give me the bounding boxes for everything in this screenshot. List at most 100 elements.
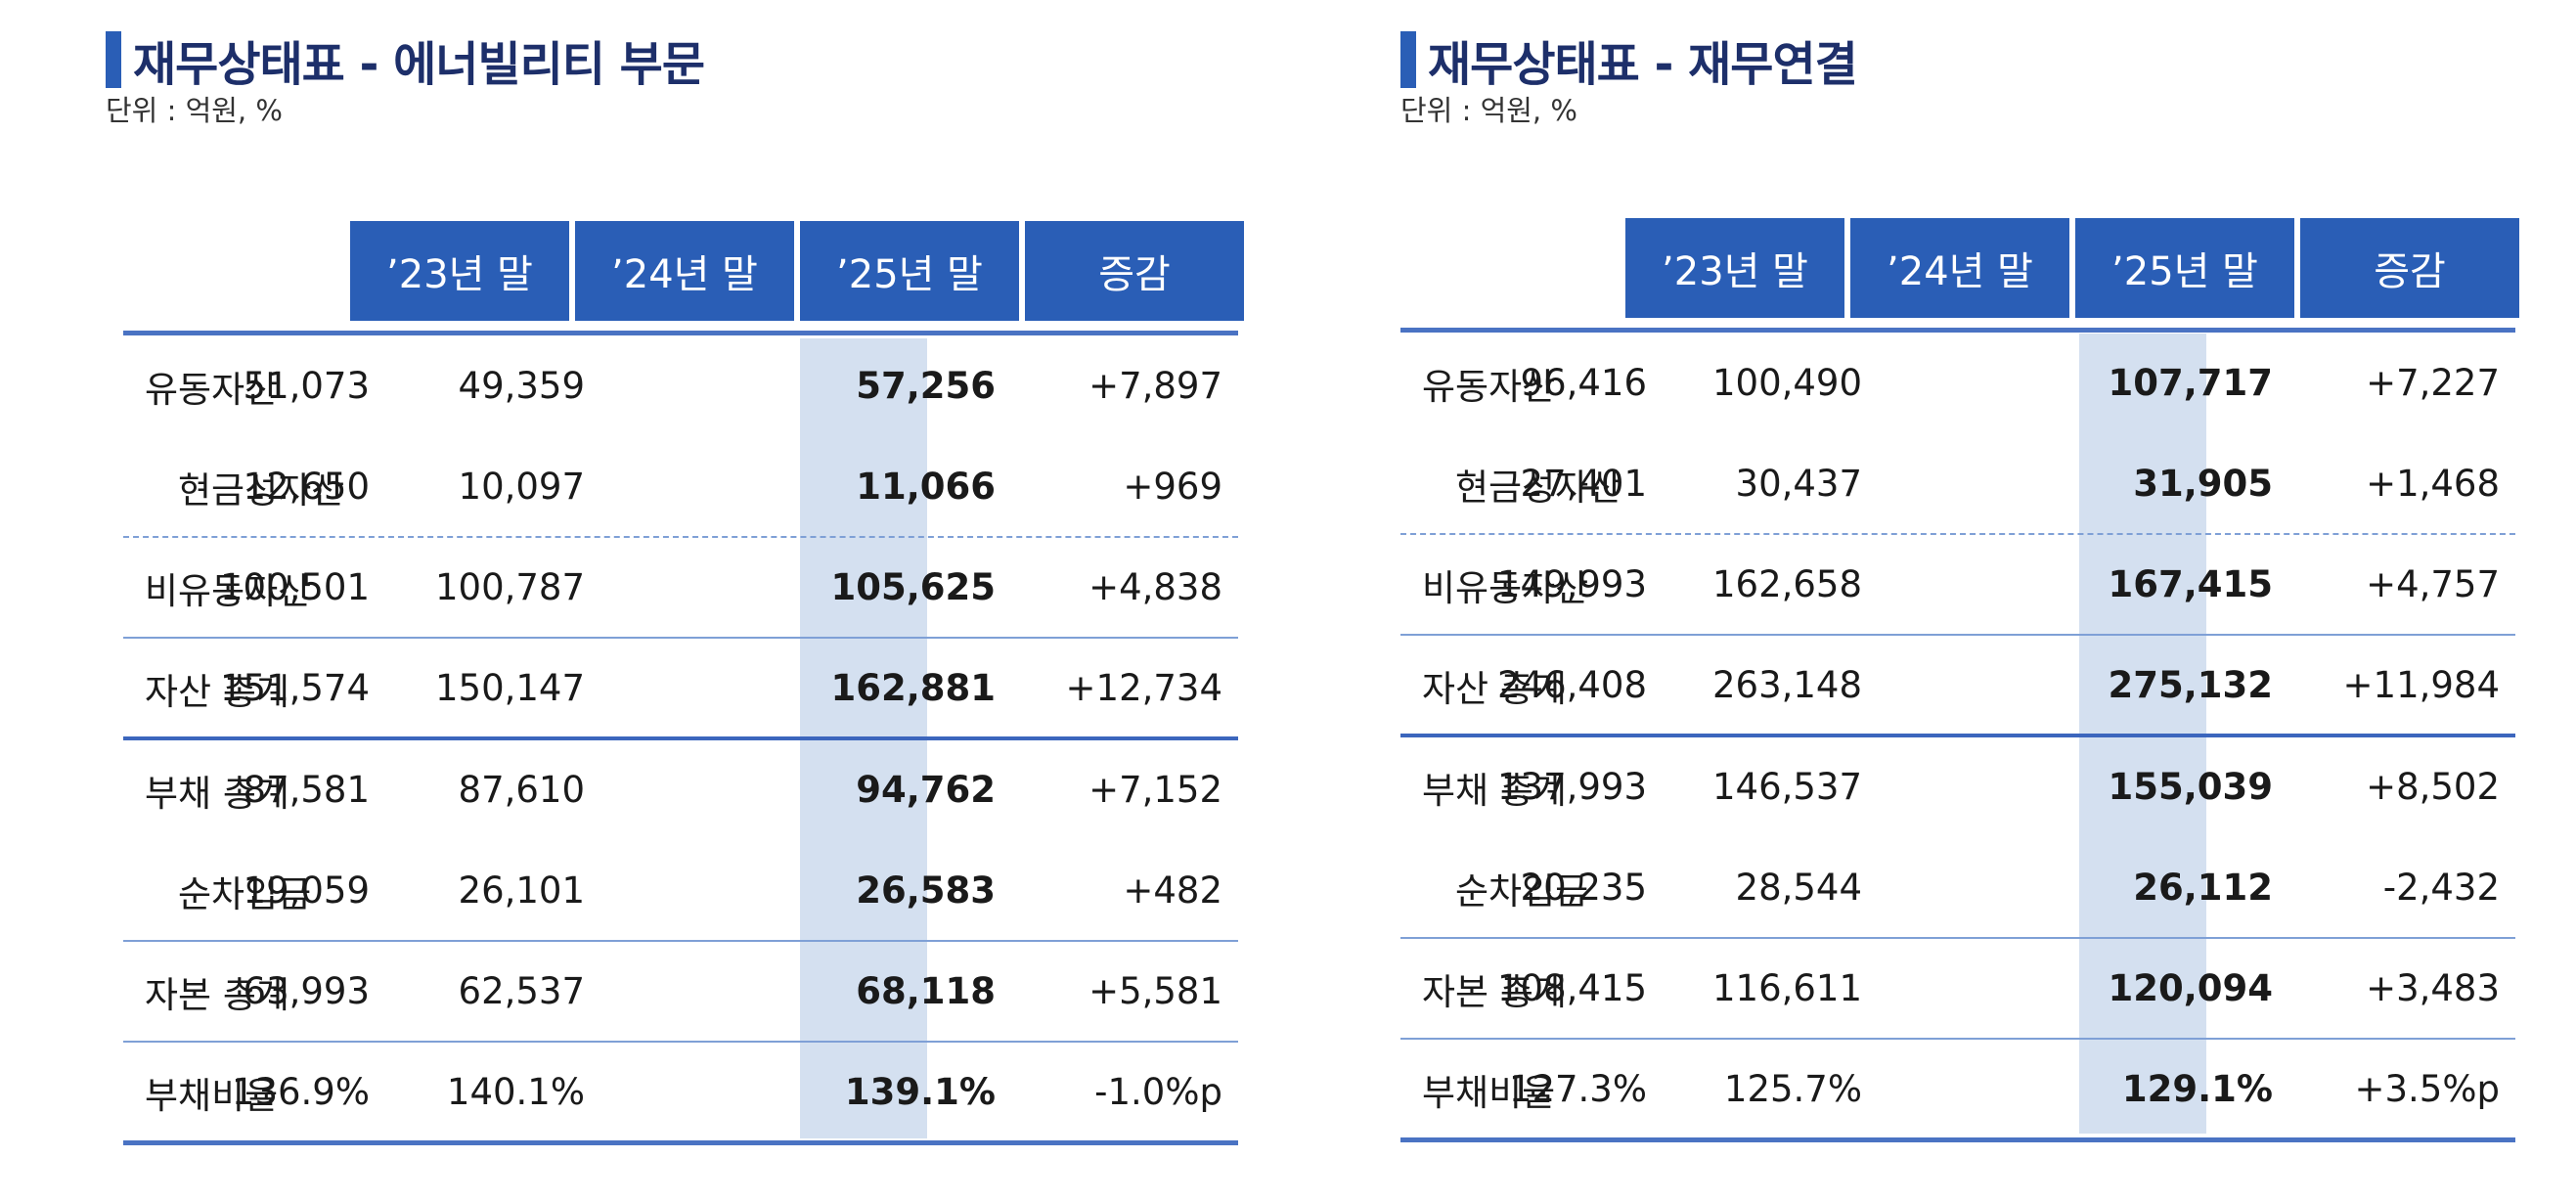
row-label: 부채비율: [145, 1074, 279, 1117]
row-divider: [123, 637, 1238, 639]
value-25: 129.1%: [2121, 1068, 2273, 1110]
value-25: 275,132: [2108, 664, 2273, 706]
col-header-25: ’25년 말: [2075, 218, 2294, 318]
value-25: 105,625: [830, 566, 996, 608]
value-24: 87,610: [458, 769, 585, 811]
table-row: 순차입금 20,235 28,544 26,112 -2,432: [1400, 837, 2515, 938]
row-divider-dashed: [123, 536, 1238, 538]
value-change: +7,152: [1088, 769, 1222, 811]
value-change: -1.0%p: [1094, 1071, 1222, 1113]
table-row: 비유동자산 100,501 100,787 105,625 +4,838: [123, 537, 1238, 638]
value-23: 20,235: [1520, 867, 1647, 909]
value-24: 62,537: [458, 970, 585, 1012]
value-24: 28,544: [1735, 867, 1862, 909]
value-23: 19,059: [243, 869, 370, 912]
value-25: 94,762: [856, 769, 996, 811]
value-24: 116,611: [1711, 967, 1862, 1009]
value-25: 155,039: [2108, 766, 2273, 808]
row-label: 비유동자산: [145, 569, 312, 612]
value-23: 87,581: [243, 769, 370, 811]
table-row: 자산 총계 151,574 150,147 162,881 +12,734: [123, 638, 1238, 738]
value-23: 108,415: [1496, 967, 1647, 1009]
value-23: 151,574: [219, 667, 370, 709]
table-row: 부채비율 136.9% 140.1% 139.1% -1.0%p: [123, 1042, 1238, 1142]
value-23: 137,993: [1496, 766, 1647, 808]
row-label: 자산 총계: [1422, 667, 1567, 710]
col-header-change: 증감: [1025, 221, 1244, 321]
table-row: 순차입금 19,059 26,101 26,583 +482: [123, 840, 1238, 941]
value-25: 57,256: [856, 365, 996, 407]
value-25: 26,583: [856, 869, 996, 912]
value-25: 68,118: [856, 970, 996, 1012]
row-label: 부채 총계: [1422, 769, 1567, 812]
value-change: -2,432: [2382, 867, 2500, 909]
value-change: +4,838: [1088, 566, 1222, 608]
row-label: 자산 총계: [145, 670, 289, 713]
row-label: 유동자산: [1422, 365, 1556, 408]
table-bottom-rule: [123, 1140, 1238, 1145]
row-label: 유동자산: [145, 368, 279, 411]
value-24: 100,787: [434, 566, 585, 608]
value-change: +482: [1123, 869, 1222, 912]
row-divider-dashed: [1400, 533, 2515, 535]
value-24: 10,097: [458, 466, 585, 508]
value-25: 107,717: [2108, 362, 2273, 404]
panel-title-row: 재무상태표 - 재무연결: [1400, 25, 1858, 94]
col-header-25: ’25년 말: [800, 221, 1019, 321]
unit-note: 단위 : 억원, %: [106, 94, 283, 127]
value-change: +5,581: [1088, 970, 1222, 1012]
table-row: 유동자산 51,073 49,359 57,256 +7,897: [123, 335, 1238, 436]
value-change: +3,483: [2366, 967, 2500, 1009]
value-23: 127.3%: [1508, 1068, 1647, 1110]
value-23: 12,650: [243, 466, 370, 508]
section-divider: [1400, 734, 2515, 737]
value-23: 246,408: [1496, 664, 1647, 706]
value-23: 96,416: [1520, 362, 1647, 404]
header-rule: [123, 331, 1238, 335]
row-label: 현금성자산: [178, 468, 345, 512]
table-row: 비유동자산 149,993 162,658 167,415 +4,757: [1400, 534, 2515, 635]
title-accent-bar: [1400, 31, 1416, 88]
table-row: 유동자산 96,416 100,490 107,717 +7,227: [1400, 333, 2515, 433]
header-rule: [1400, 328, 2515, 333]
value-change: +3.5%p: [2354, 1068, 2501, 1110]
value-23: 100,501: [219, 566, 370, 608]
row-divider: [1400, 1038, 2515, 1040]
unit-note: 단위 : 억원, %: [1400, 94, 1577, 127]
value-24: 140.1%: [446, 1071, 585, 1113]
table-row: 부채비율 127.3% 125.7% 129.1% +3.5%p: [1400, 1039, 2515, 1139]
value-23: 63,993: [243, 970, 370, 1012]
value-25: 11,066: [856, 466, 996, 508]
value-24: 100,490: [1711, 362, 1862, 404]
value-24: 162,658: [1711, 563, 1862, 605]
value-24: 49,359: [458, 365, 585, 407]
panel-title-row: 재무상태표 - 에너빌리티 부문: [106, 25, 705, 94]
value-23: 27,401: [1520, 463, 1647, 505]
section-divider: [123, 736, 1238, 740]
value-25: 26,112: [2133, 867, 2273, 909]
row-label: 순차입금: [178, 872, 312, 915]
table-row: 현금성자산 12,650 10,097 11,066 +969: [123, 436, 1238, 537]
col-header-24: ’24년 말: [575, 221, 794, 321]
row-divider: [1400, 634, 2515, 636]
value-change: +969: [1123, 466, 1222, 508]
table-row: 부채 총계 87,581 87,610 94,762 +7,152: [123, 739, 1238, 840]
row-divider: [123, 1041, 1238, 1043]
value-change: +1,468: [2366, 463, 2500, 505]
table-row: 현금성자산 27,401 30,437 31,905 +1,468: [1400, 433, 2515, 534]
value-change: +8,502: [2366, 766, 2500, 808]
row-label: 부채비율: [1422, 1071, 1556, 1114]
row-label: 부채 총계: [145, 772, 289, 815]
row-label: 자본 총계: [145, 973, 289, 1016]
value-change: +11,984: [2342, 664, 2500, 706]
table-row: 부채 총계 137,993 146,537 155,039 +8,502: [1400, 736, 2515, 837]
value-24: 146,537: [1711, 766, 1862, 808]
table-bottom-rule: [1400, 1137, 2515, 1142]
col-header-23: ’23년 말: [1625, 218, 1844, 318]
col-header-change: 증감: [2300, 218, 2519, 318]
panel-title: 재무상태표 - 에너빌리티 부문: [133, 37, 705, 92]
row-divider: [123, 940, 1238, 942]
table-row: 자산 총계 246,408 263,148 275,132 +11,984: [1400, 635, 2515, 735]
value-23: 51,073: [243, 365, 370, 407]
value-25: 139.1%: [844, 1071, 996, 1113]
